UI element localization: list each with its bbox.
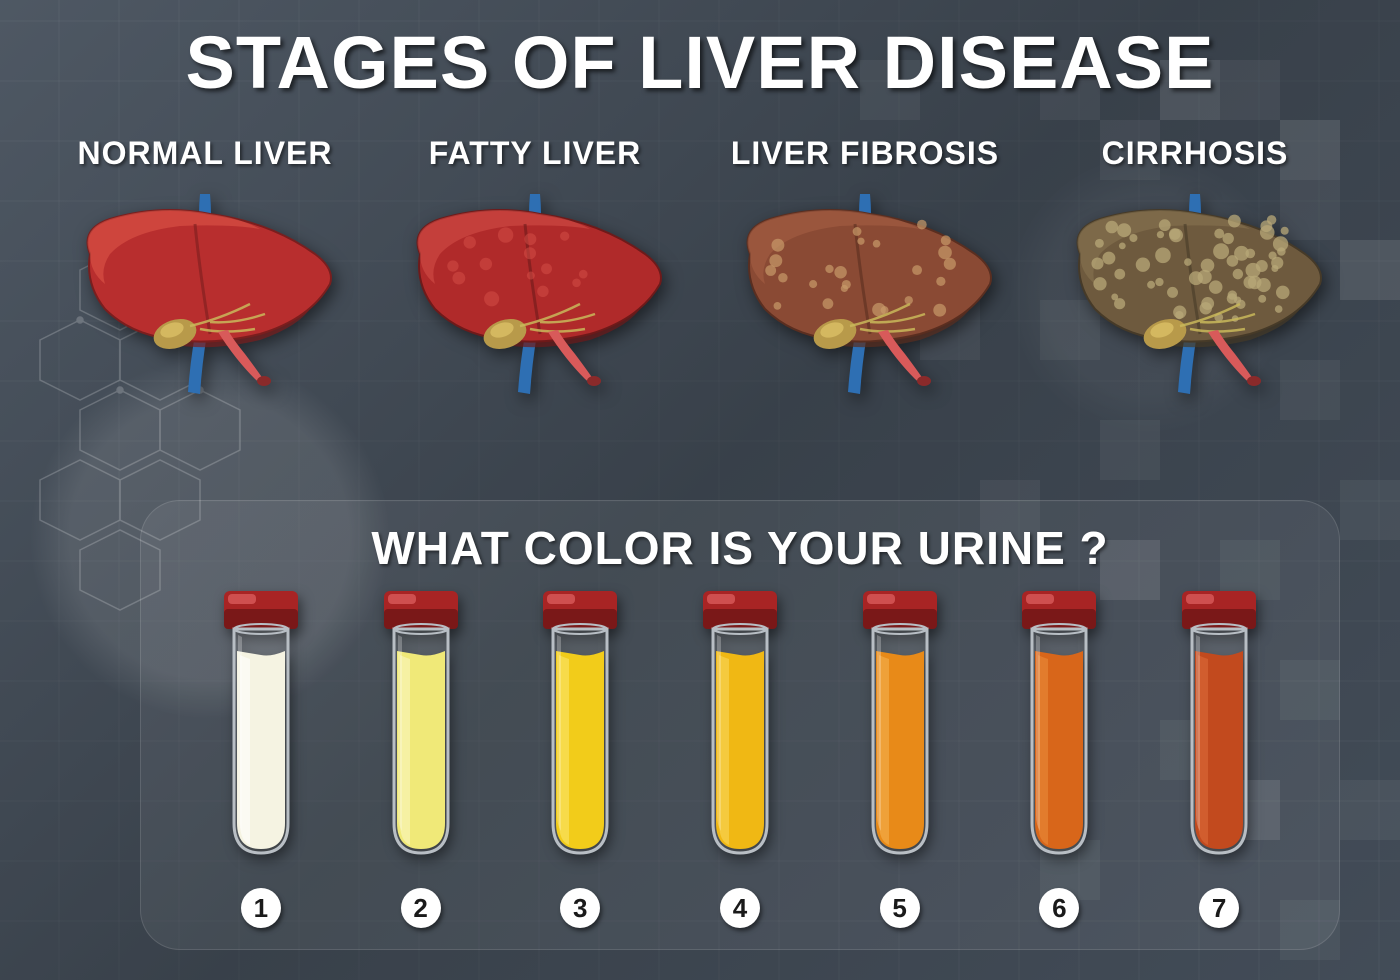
sample-number-badge: 7 [1199, 888, 1239, 928]
sample-number-badge: 5 [880, 888, 920, 928]
urine-sample: 2 [366, 585, 476, 928]
liver-illustration [60, 184, 350, 409]
test-tube-icon [1164, 585, 1274, 870]
liver-stage-label: FATTY LIVER [429, 135, 642, 172]
liver-illustration [1050, 184, 1340, 409]
test-tube-icon [525, 585, 635, 870]
sample-number-badge: 1 [241, 888, 281, 928]
liver-stages-row: NORMAL LIVER FATTY LIVER LIVER FIBROSIS [40, 135, 1360, 409]
urine-panel: WHAT COLOR IS YOUR URINE ? 1 2 3 4 [140, 500, 1340, 950]
urine-title: WHAT COLOR IS YOUR URINE ? [181, 521, 1299, 575]
test-tube-icon [366, 585, 476, 870]
liver-stage: CIRRHOSIS [1045, 135, 1345, 409]
urine-sample: 5 [845, 585, 955, 928]
sample-number-badge: 4 [720, 888, 760, 928]
liver-illustration [390, 184, 680, 409]
test-tube-icon [685, 585, 795, 870]
urine-sample: 1 [206, 585, 316, 928]
urine-sample: 3 [525, 585, 635, 928]
liver-stage: NORMAL LIVER [55, 135, 355, 409]
liver-stage-label: CIRRHOSIS [1102, 135, 1289, 172]
test-tube-icon [1004, 585, 1114, 870]
liver-stage-label: NORMAL LIVER [78, 135, 333, 172]
urine-tubes-row: 1 2 3 4 5 [181, 585, 1299, 928]
urine-sample: 6 [1004, 585, 1114, 928]
liver-stage-label: LIVER FIBROSIS [731, 135, 999, 172]
test-tube-icon [845, 585, 955, 870]
main-title: STAGES OF LIVER DISEASE [0, 20, 1400, 105]
sample-number-badge: 3 [560, 888, 600, 928]
sample-number-badge: 6 [1039, 888, 1079, 928]
liver-illustration [720, 184, 1010, 409]
urine-sample: 4 [685, 585, 795, 928]
urine-sample: 7 [1164, 585, 1274, 928]
liver-stage: LIVER FIBROSIS [715, 135, 1015, 409]
sample-number-badge: 2 [401, 888, 441, 928]
liver-stage: FATTY LIVER [385, 135, 685, 409]
test-tube-icon [206, 585, 316, 870]
